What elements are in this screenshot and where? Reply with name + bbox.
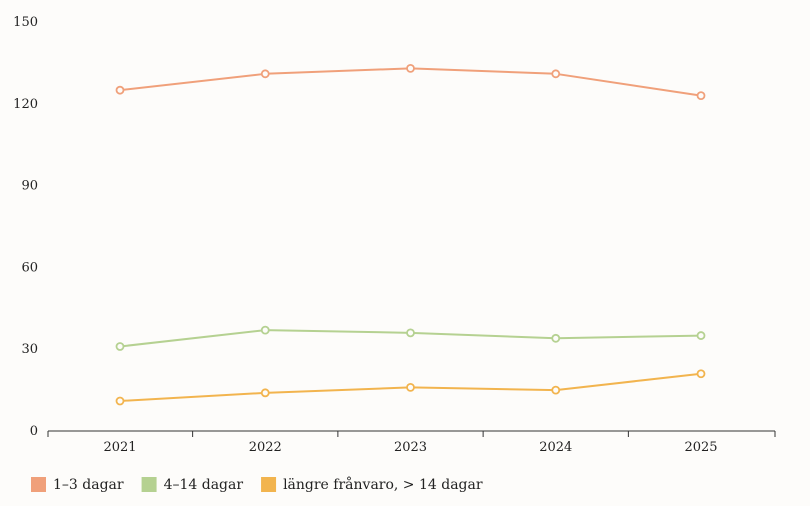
legend-label: 1–3 dagar — [53, 477, 124, 493]
x-tick-label: 2023 — [394, 440, 427, 455]
data-point — [406, 328, 415, 338]
y-tick-label: 30 — [21, 342, 38, 357]
y-tick-label: 0 — [30, 424, 38, 439]
data-point — [115, 396, 125, 406]
data-point — [551, 69, 561, 79]
x-axis: 2021 2022 2023 2024 2025 — [47, 430, 776, 455]
legend-swatch — [261, 477, 277, 492]
legend-label: 4–14 dagar — [164, 477, 244, 493]
data-point — [115, 85, 125, 95]
data-point — [260, 69, 270, 79]
data-point — [115, 342, 125, 351]
data-point — [260, 325, 270, 335]
series-layer — [115, 63, 706, 406]
data-point — [551, 385, 561, 395]
x-tick-label: 2025 — [684, 440, 717, 455]
data-point — [551, 333, 561, 343]
data-point — [260, 388, 270, 398]
legend-swatch — [31, 477, 46, 492]
legend: 1–3 dagar 4–14 dagar längre frånvaro, > 14… — [31, 476, 483, 493]
data-point — [406, 382, 415, 392]
data-point — [696, 369, 706, 379]
x-tick-label: 2021 — [103, 440, 136, 455]
y-tick-label: 150 — [13, 15, 38, 30]
y-tick-label: 90 — [21, 179, 38, 194]
x-tick-label: 2022 — [249, 440, 282, 455]
data-point — [696, 331, 706, 340]
data-point — [696, 91, 706, 101]
legend-label: längre frånvaro, > 14 dagar — [283, 476, 483, 493]
y-tick-label: 120 — [13, 97, 38, 112]
legend-swatch — [141, 477, 157, 492]
y-axis-labels: 0 30 60 90 120 150 — [13, 15, 38, 439]
x-tick-label: 2024 — [539, 440, 572, 455]
y-tick-label: 60 — [21, 260, 38, 275]
data-point — [406, 63, 415, 73]
